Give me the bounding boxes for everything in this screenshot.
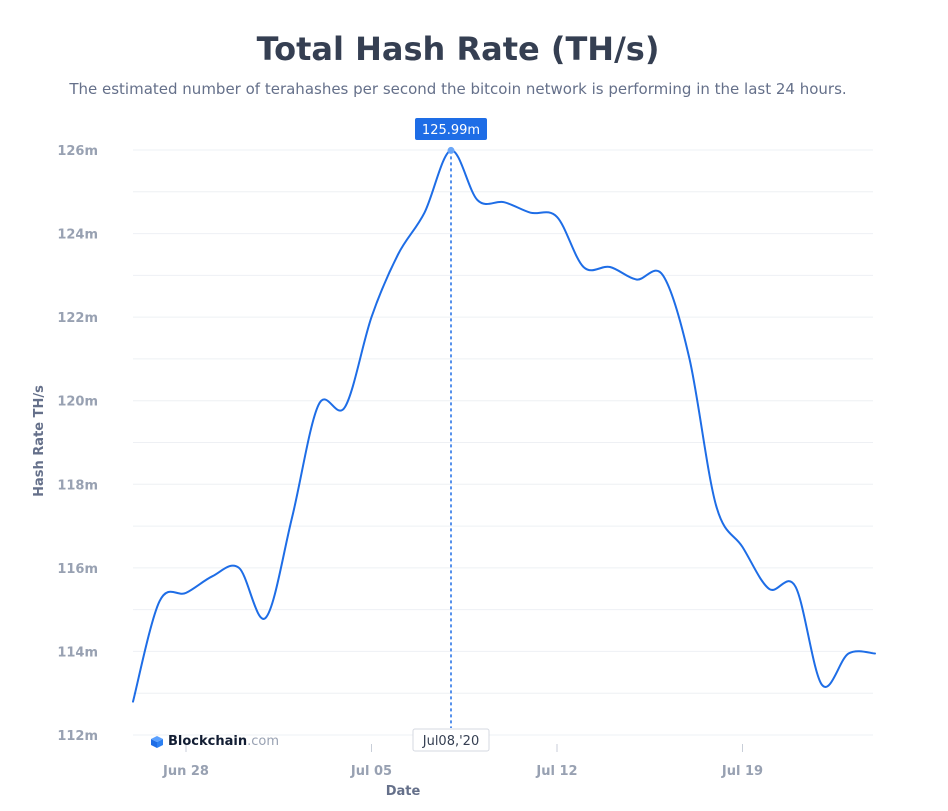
y-axis-ticks: 112m 114m 116m 118m 120m 122m 124m 126m — [57, 144, 98, 744]
x-tick-label: Jul 05 — [350, 764, 392, 779]
hash-rate-line[interactable] — [132, 149, 876, 703]
value-tooltip-text: 125.99m — [422, 123, 480, 138]
x-tick-label: Jun 28 — [162, 764, 209, 779]
y-tick-label: 126m — [57, 144, 98, 159]
y-tick-label: 122m — [57, 311, 98, 326]
y-tick-label: 118m — [57, 478, 98, 493]
chart-subtitle: The estimated number of terahashes per s… — [69, 80, 847, 98]
blockchain-watermark: Blockchain.com — [151, 734, 279, 749]
x-axis-title: Date — [386, 784, 421, 799]
x-tick-label: Jul 12 — [535, 764, 577, 779]
date-tooltip-text: Jul08,'20 — [422, 734, 479, 749]
grid-lines — [133, 149, 873, 736]
x-tick-label: Jul 19 — [721, 764, 763, 779]
y-tick-label: 116m — [57, 562, 98, 577]
brand-name: Blockchain — [168, 734, 247, 749]
y-tick-label: 112m — [57, 729, 98, 744]
chart-title: Total Hash Rate (TH/s) — [256, 30, 660, 68]
brand-suffix: .com — [247, 734, 279, 749]
hover-point — [447, 146, 455, 154]
blockchain-logo-icon — [151, 736, 163, 748]
y-tick-label: 120m — [57, 395, 98, 410]
value-tooltip-bg — [415, 118, 487, 140]
y-tick-label: 124m — [57, 228, 98, 243]
y-tick-label: 114m — [57, 645, 98, 660]
x-axis-ticks: Jun 28 Jul 05 Jul 12 Jul 19 — [162, 744, 763, 779]
y-axis-title: Hash Rate TH/s — [32, 385, 47, 497]
svg-text:Blockchain.com: Blockchain.com — [168, 734, 279, 749]
date-tooltip: Jul08,'20 — [412, 728, 490, 752]
date-tooltip-bg — [412, 728, 490, 752]
value-tooltip: 125.99m — [415, 118, 487, 140]
